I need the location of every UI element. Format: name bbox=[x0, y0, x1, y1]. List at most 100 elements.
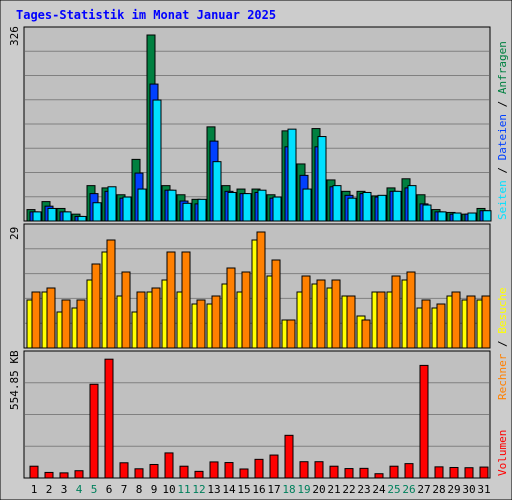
bar-seiten-day-21 bbox=[332, 185, 342, 222]
bar-volumen-day-5 bbox=[89, 383, 99, 479]
bar-seiten-day-31 bbox=[482, 210, 492, 222]
bar-volumen-day-27 bbox=[419, 364, 429, 479]
chart-title: Tages-Statistik im Monat Januar 2025 bbox=[16, 8, 276, 22]
x-tick-label: 31 bbox=[477, 483, 490, 496]
panel-volume-grid bbox=[25, 382, 489, 447]
bar-seiten-day-6 bbox=[107, 186, 117, 222]
bar-volumen-day-1 bbox=[29, 465, 39, 479]
bar-seiten-day-3 bbox=[62, 211, 72, 222]
bar-seiten-day-19 bbox=[302, 188, 312, 222]
bar-volumen-day-19 bbox=[299, 461, 309, 479]
bar-rechner-day-11 bbox=[181, 251, 191, 349]
legend-seiten: Seiten bbox=[496, 180, 509, 220]
bar-volumen-day-28 bbox=[434, 466, 444, 479]
bar-volumen-day-29 bbox=[449, 466, 459, 479]
bar-rechner-day-24 bbox=[376, 291, 386, 349]
bar-volumen-day-30 bbox=[464, 467, 474, 479]
bar-seiten-day-15 bbox=[242, 193, 252, 222]
bar-seiten-day-11 bbox=[182, 202, 192, 222]
bar-volumen-day-8 bbox=[134, 468, 144, 479]
bar-seiten-day-14 bbox=[227, 191, 237, 222]
bar-rechner-day-29 bbox=[451, 291, 461, 349]
bar-seiten-day-4 bbox=[77, 215, 87, 222]
panel-volume-bars bbox=[29, 358, 489, 479]
x-tick-label: 8 bbox=[136, 483, 143, 496]
x-tick-label: 11 bbox=[177, 483, 190, 496]
panel-requests-max-label: 326 bbox=[8, 26, 21, 46]
bar-volumen-day-2 bbox=[44, 471, 54, 479]
bar-volumen-day-23 bbox=[359, 467, 369, 479]
legend-top: Seiten / Dateien / Anfragen bbox=[496, 41, 509, 220]
bar-volumen-day-24 bbox=[374, 473, 384, 479]
bar-seiten-day-25 bbox=[392, 190, 402, 222]
bar-seiten-day-13 bbox=[212, 161, 222, 222]
bar-seiten-day-7 bbox=[122, 196, 132, 222]
x-tick-label: 6 bbox=[106, 483, 113, 496]
legend-separator: / bbox=[496, 94, 509, 114]
bar-rechner-day-8 bbox=[136, 291, 146, 349]
bar-seiten-day-1 bbox=[32, 211, 42, 222]
x-tick-label: 3 bbox=[61, 483, 68, 496]
legend-separator: / bbox=[496, 160, 509, 180]
bar-seiten-day-17 bbox=[272, 196, 282, 222]
bar-volumen-day-31 bbox=[479, 466, 489, 479]
bar-seiten-day-23 bbox=[362, 191, 372, 222]
bar-volumen-day-11 bbox=[179, 465, 189, 479]
bar-seiten-day-30 bbox=[467, 212, 477, 222]
bar-volumen-day-9 bbox=[149, 463, 159, 479]
bar-seiten-day-16 bbox=[257, 189, 267, 222]
legend-dateien: Dateien bbox=[496, 114, 509, 160]
bar-seiten-day-2 bbox=[47, 207, 57, 222]
x-tick-label: 28 bbox=[432, 483, 445, 496]
bar-seiten-day-9 bbox=[152, 99, 162, 222]
x-tick-label: 20 bbox=[312, 483, 325, 496]
x-tick-label: 14 bbox=[222, 483, 236, 496]
bar-rechner-day-31 bbox=[481, 295, 491, 349]
panel-visits: 29 bbox=[8, 223, 491, 349]
bar-rechner-day-16 bbox=[256, 231, 266, 349]
x-tick-label: 5 bbox=[91, 483, 98, 496]
bar-seiten-day-26 bbox=[407, 185, 417, 222]
x-tick-label: 24 bbox=[372, 483, 386, 496]
bar-rechner-day-1 bbox=[31, 291, 41, 349]
bar-rechner-day-14 bbox=[226, 267, 236, 349]
bar-volumen-day-13 bbox=[209, 461, 219, 479]
bar-volumen-day-15 bbox=[239, 468, 249, 479]
bar-volumen-day-22 bbox=[344, 468, 354, 479]
bar-seiten-day-18 bbox=[287, 128, 297, 222]
legend-anfragen: Anfragen bbox=[496, 41, 509, 94]
bar-rechner-day-23 bbox=[361, 319, 371, 349]
bar-volumen-day-26 bbox=[404, 463, 414, 479]
bar-rechner-day-21 bbox=[331, 279, 341, 349]
bar-rechner-day-10 bbox=[166, 251, 176, 349]
bar-rechner-day-3 bbox=[61, 299, 71, 349]
bar-volumen-day-18 bbox=[284, 434, 294, 479]
x-tick-label: 10 bbox=[162, 483, 175, 496]
bar-seiten-day-27 bbox=[422, 204, 432, 222]
x-tick-label: 4 bbox=[76, 483, 83, 496]
bar-seiten-day-28 bbox=[437, 211, 447, 222]
legend-separator: / bbox=[496, 334, 509, 354]
x-tick-label: 19 bbox=[297, 483, 310, 496]
panel-requests: 326 bbox=[8, 26, 492, 222]
bar-rechner-day-6 bbox=[106, 239, 116, 349]
bar-rechner-day-30 bbox=[466, 295, 476, 349]
x-tick-label: 17 bbox=[267, 483, 280, 496]
x-tick-label: 26 bbox=[402, 483, 415, 496]
bar-volumen-day-17 bbox=[269, 454, 279, 479]
bar-seiten-day-12 bbox=[197, 198, 207, 222]
bar-rechner-day-7 bbox=[121, 271, 131, 349]
bar-rechner-day-2 bbox=[46, 287, 56, 349]
bar-volumen-day-14 bbox=[224, 462, 234, 479]
bar-volumen-day-4 bbox=[74, 470, 84, 479]
x-tick-label: 18 bbox=[282, 483, 295, 496]
x-tick-label: 23 bbox=[357, 483, 370, 496]
bar-rechner-day-26 bbox=[406, 271, 416, 349]
bar-seiten-day-5 bbox=[92, 202, 102, 222]
x-tick-label: 1 bbox=[31, 483, 38, 496]
x-tick-label: 2 bbox=[46, 483, 53, 496]
panel-visits-max-label: 29 bbox=[8, 227, 21, 240]
bar-rechner-day-19 bbox=[301, 275, 311, 349]
bar-rechner-day-18 bbox=[286, 319, 296, 349]
panel-requests-bars bbox=[26, 34, 492, 222]
